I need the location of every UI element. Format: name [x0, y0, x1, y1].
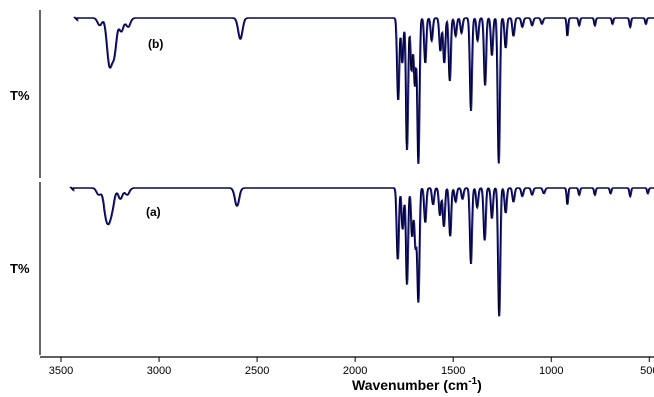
panel-b-label: (b)	[148, 37, 163, 51]
x-axis-label: Wavenumber (cm-1)	[352, 376, 482, 393]
panel-b: T% (b)	[10, 10, 654, 178]
x-axis: 3500 3000 2500 2000 1500 1000 500 Wavenumber (…	[40, 356, 654, 393]
x-axis-label-main: Wavenumber (cm	[352, 377, 468, 393]
x-tick-label: 2000	[343, 365, 367, 377]
x-axis-label-close: )	[477, 377, 482, 393]
panel-b-ylabel: T%	[10, 88, 30, 103]
panel-a-spectrum-line	[69, 186, 654, 317]
panel-b-spectrum-line	[73, 16, 654, 164]
panel-a-label: (a)	[146, 205, 161, 219]
x-tick-label: 3500	[49, 365, 73, 377]
x-tick-label: 2500	[245, 365, 269, 377]
x-tick-label: 1500	[441, 365, 465, 377]
x-tick-label: 1000	[539, 365, 563, 377]
panel-a-ylabel: T%	[10, 261, 30, 276]
panel-a: T% (a)	[10, 182, 654, 355]
x-axis-label-sup: -1	[468, 376, 477, 387]
x-tick-label: 3000	[147, 365, 171, 377]
x-tick-label: 500	[640, 365, 654, 377]
